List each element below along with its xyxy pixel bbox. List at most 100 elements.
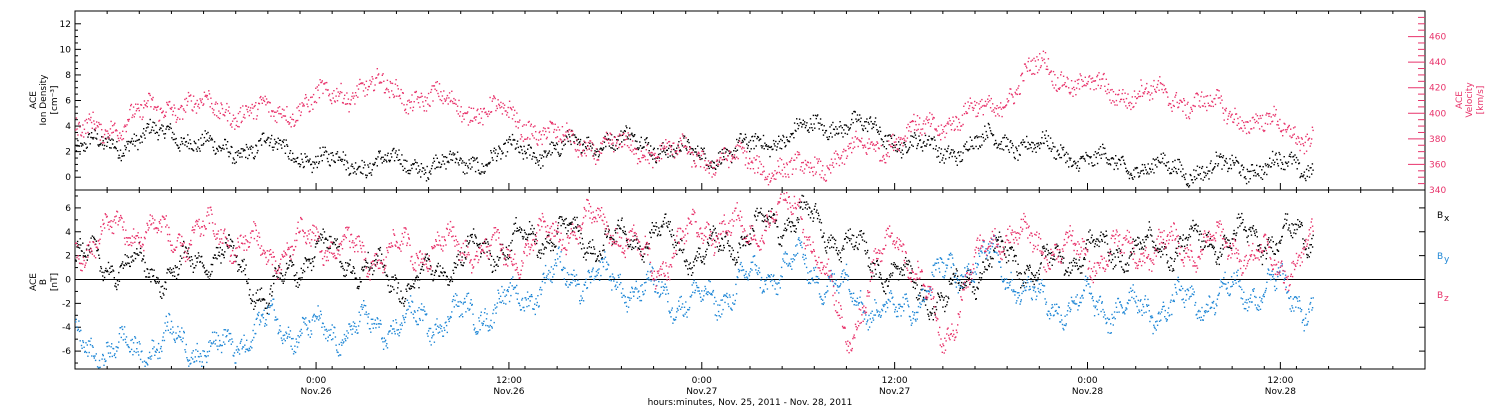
density-point bbox=[1079, 158, 1081, 160]
density-point bbox=[112, 139, 114, 141]
density-point bbox=[1128, 177, 1131, 180]
density-point bbox=[949, 153, 951, 155]
density-point bbox=[1172, 161, 1174, 163]
b-point-bx bbox=[957, 275, 959, 277]
velocity-point bbox=[1034, 73, 1036, 75]
b-point-bx bbox=[393, 288, 395, 291]
b-point-bx bbox=[564, 227, 567, 229]
velocity-point bbox=[436, 81, 438, 83]
density-point bbox=[1230, 164, 1232, 166]
density-point bbox=[956, 164, 958, 166]
density-point bbox=[466, 172, 468, 174]
density-point bbox=[1101, 153, 1103, 156]
velocity-point bbox=[866, 153, 868, 155]
velocity-point bbox=[781, 169, 783, 171]
velocity-point bbox=[293, 125, 295, 127]
velocity-point bbox=[498, 103, 500, 105]
velocity-point bbox=[422, 105, 425, 107]
velocity-point bbox=[1150, 85, 1152, 87]
density-point bbox=[524, 153, 527, 155]
b-point-bx bbox=[283, 278, 286, 280]
velocity-point bbox=[625, 135, 627, 137]
b-point-bx bbox=[775, 219, 778, 221]
velocity-point bbox=[453, 97, 455, 100]
velocity-point bbox=[1093, 89, 1095, 91]
velocity-point bbox=[1240, 127, 1243, 130]
density-point bbox=[307, 161, 310, 163]
velocity-point bbox=[736, 144, 739, 146]
velocity-point bbox=[1245, 121, 1247, 123]
density-point bbox=[432, 162, 434, 164]
velocity-point bbox=[1004, 106, 1006, 108]
velocity-point bbox=[839, 158, 841, 160]
density-point bbox=[393, 160, 396, 162]
b-point-bx bbox=[303, 270, 306, 273]
velocity-point bbox=[805, 163, 807, 166]
b-point-bx bbox=[661, 224, 663, 226]
density-point bbox=[937, 155, 940, 158]
density-point bbox=[958, 154, 961, 157]
b-point-bx bbox=[268, 302, 270, 305]
velocity-point bbox=[612, 142, 614, 144]
density-point bbox=[966, 149, 969, 151]
velocity-point bbox=[178, 108, 180, 110]
velocity-point bbox=[501, 113, 504, 115]
velocity-point bbox=[1277, 120, 1279, 123]
density-point bbox=[844, 132, 846, 135]
velocity-point bbox=[407, 100, 409, 102]
density-point bbox=[212, 146, 214, 148]
density-point bbox=[180, 137, 182, 139]
b-point-bx bbox=[338, 245, 340, 248]
b-point-bx bbox=[722, 249, 724, 252]
density-point bbox=[450, 159, 452, 161]
b-point-bx bbox=[437, 262, 439, 265]
b-point-bx bbox=[220, 253, 223, 255]
b-point-bx bbox=[916, 284, 918, 286]
b-point-bx bbox=[615, 232, 617, 234]
velocity-point bbox=[1183, 98, 1185, 100]
velocity-point bbox=[237, 125, 239, 128]
density-point bbox=[150, 131, 152, 134]
b-point-bx bbox=[416, 275, 418, 277]
b-point-bx bbox=[607, 231, 610, 233]
velocity-point bbox=[451, 100, 454, 103]
density-point bbox=[986, 134, 988, 137]
density-point bbox=[1006, 145, 1008, 147]
velocity-point bbox=[768, 173, 770, 175]
velocity-point bbox=[76, 128, 78, 130]
velocity-point bbox=[1292, 134, 1294, 136]
density-point bbox=[96, 133, 99, 135]
density-point bbox=[1276, 158, 1278, 161]
velocity-point bbox=[903, 139, 906, 141]
b-point-bx bbox=[809, 207, 811, 209]
b-point-bx bbox=[253, 308, 255, 310]
b-point-bx bbox=[780, 245, 783, 247]
b-point-bx bbox=[728, 250, 731, 252]
density-point bbox=[755, 145, 757, 147]
b-point-bx bbox=[159, 296, 162, 298]
velocity-point bbox=[1303, 144, 1305, 147]
density-point bbox=[856, 114, 859, 116]
density-point bbox=[720, 163, 722, 165]
velocity-point bbox=[662, 147, 664, 149]
density-point bbox=[920, 146, 922, 148]
b-point-bx bbox=[899, 271, 902, 273]
density-point bbox=[138, 138, 140, 141]
density-point bbox=[109, 139, 112, 141]
b-point-bx bbox=[211, 263, 214, 266]
density-point bbox=[804, 121, 806, 123]
density-point bbox=[264, 141, 266, 143]
velocity-point bbox=[1153, 79, 1155, 82]
b-point-bx bbox=[1005, 256, 1007, 258]
velocity-point bbox=[429, 105, 431, 107]
velocity-point bbox=[820, 176, 822, 179]
velocity-point bbox=[344, 94, 346, 96]
velocity-point bbox=[1276, 124, 1278, 126]
density-point bbox=[137, 148, 139, 151]
b-point-bx bbox=[271, 291, 274, 293]
velocity-point bbox=[1125, 105, 1127, 107]
velocity-point bbox=[270, 115, 272, 117]
b-point-bx bbox=[829, 247, 831, 249]
density-point bbox=[1289, 153, 1291, 156]
velocity-point bbox=[1107, 88, 1109, 91]
